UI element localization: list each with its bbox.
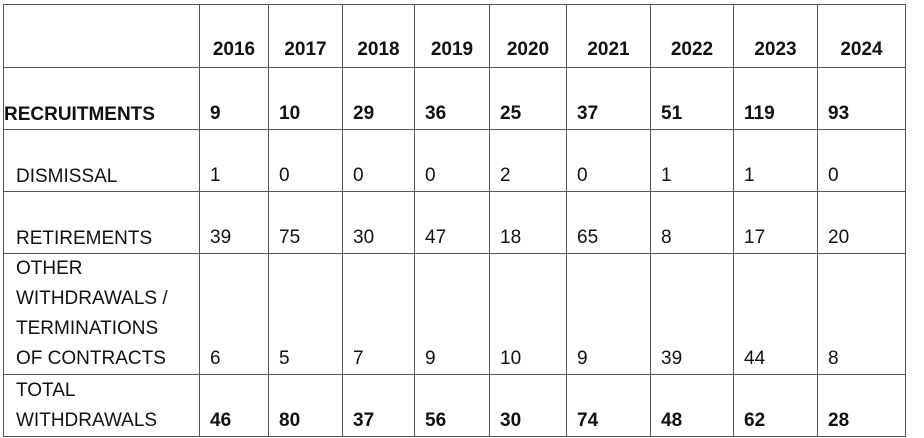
row-label: RETIREMENTS	[3, 191, 200, 254]
year-header: 2017	[268, 4, 343, 68]
year-header: 2024	[817, 4, 906, 68]
year-header: 2021	[566, 4, 651, 68]
year-header: 2022	[650, 4, 734, 68]
table-cell: 0	[414, 129, 490, 192]
table-cell: 44	[733, 253, 818, 375]
table-cell: 80	[268, 374, 343, 437]
table-cell: 1	[199, 129, 269, 192]
other-withdrawals-row: OTHER WITHDRAWALS / TERMINATIONS OF CONT…	[3, 253, 906, 375]
table-cell: 75	[268, 191, 343, 254]
row-label: RECRUITMENTS	[3, 67, 200, 130]
table-cell: 39	[199, 191, 269, 254]
table-cell: 8	[817, 253, 906, 375]
header-row: 2016 2017 2018 2019 2020 2021 2022 2023 …	[3, 4, 906, 68]
row-label-line: TOTAL	[16, 380, 76, 401]
table-cell: 39	[650, 253, 734, 375]
table-cell: 62	[733, 374, 818, 437]
year-header: 2016	[199, 4, 269, 68]
table-cell: 93	[817, 67, 906, 130]
table-cell: 37	[566, 67, 651, 130]
table-cell: 1	[650, 129, 734, 192]
row-label: DISMISSAL	[3, 129, 200, 192]
table-cell: 7	[342, 253, 415, 375]
table-cell: 9	[199, 67, 269, 130]
table-cell: 8	[650, 191, 734, 254]
table-cell: 25	[489, 67, 567, 130]
table-cell: 30	[489, 374, 567, 437]
row-label-line: TERMINATIONS	[16, 318, 159, 339]
table-cell: 0	[268, 129, 343, 192]
header-corner-cell	[3, 4, 200, 68]
table-cell: 10	[489, 253, 567, 375]
table-cell: 0	[342, 129, 415, 192]
table-cell: 37	[342, 374, 415, 437]
table-cell: 18	[489, 191, 567, 254]
table-cell: 47	[414, 191, 490, 254]
table-cell: 28	[817, 374, 906, 437]
staff-movements-table: 2016 2017 2018 2019 2020 2021 2022 2023 …	[3, 4, 906, 437]
table-cell: 74	[566, 374, 651, 437]
table-cell: 2	[489, 129, 567, 192]
row-label-line: WITHDRAWALS /	[16, 288, 168, 309]
table-cell: 0	[566, 129, 651, 192]
year-header: 2018	[342, 4, 415, 68]
table-cell: 48	[650, 374, 734, 437]
row-label: TOTAL WITHDRAWALS	[3, 374, 200, 437]
table-cell: 0	[817, 129, 906, 192]
table-cell: 20	[817, 191, 906, 254]
table-cell: 119	[733, 67, 818, 130]
table-cell: 56	[414, 374, 490, 437]
table-cell: 46	[199, 374, 269, 437]
row-label-line: OF CONTRACTS	[16, 348, 166, 369]
row-label-line: WITHDRAWALS	[16, 410, 158, 431]
total-withdrawals-row: TOTAL WITHDRAWALS 46 80 37 56 30 74 48 6…	[3, 374, 906, 437]
year-header: 2020	[489, 4, 567, 68]
year-header: 2023	[733, 4, 818, 68]
table-cell: 9	[566, 253, 651, 375]
table-cell: 6	[199, 253, 269, 375]
table-cell: 17	[733, 191, 818, 254]
recruitments-row: RECRUITMENTS 9 10 29 36 25 37 51 119 93	[3, 67, 906, 130]
retirements-row: RETIREMENTS 39 75 30 47 18 65 8 17 20	[3, 191, 906, 254]
table-cell: 51	[650, 67, 734, 130]
table-cell: 30	[342, 191, 415, 254]
year-header: 2019	[414, 4, 490, 68]
table-cell: 29	[342, 67, 415, 130]
table-cell: 5	[268, 253, 343, 375]
row-label: OTHER WITHDRAWALS / TERMINATIONS OF CONT…	[3, 253, 200, 375]
table-cell: 65	[566, 191, 651, 254]
table-cell: 36	[414, 67, 490, 130]
dismissal-row: DISMISSAL 1 0 0 0 2 0 1 1 0	[3, 129, 906, 192]
table-cell: 9	[414, 253, 490, 375]
table-cell: 10	[268, 67, 343, 130]
table-cell: 1	[733, 129, 818, 192]
row-label-line: OTHER	[16, 258, 83, 279]
